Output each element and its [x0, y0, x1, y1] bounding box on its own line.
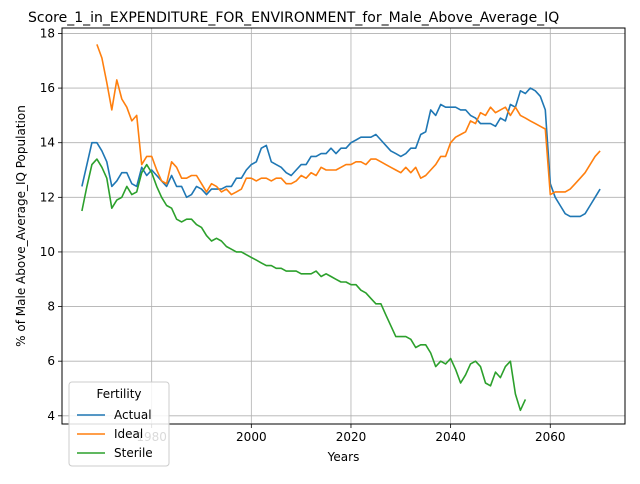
- legend: Fertility Actual Ideal Sterile: [68, 381, 170, 467]
- series-lines: [81, 44, 601, 412]
- x-tick-label: 2000: [236, 430, 267, 444]
- x-tick-label: 2040: [435, 430, 466, 444]
- plot-frame: [61, 27, 626, 425]
- legend-items: Actual Ideal Sterile: [77, 408, 153, 460]
- y-tick-label: 16: [40, 81, 55, 95]
- series-line-sterile: [81, 158, 527, 412]
- legend-box: [68, 381, 170, 467]
- y-tick-label: 6: [47, 354, 55, 368]
- chart-title: Score_1_in_EXPENDITURE_FOR_ENVIRONMENT_f…: [28, 10, 559, 26]
- legend-label-ideal: Ideal: [114, 427, 143, 441]
- legend-title: Fertility: [96, 387, 141, 401]
- x-axis-label: Years: [327, 450, 360, 464]
- y-tick-label: 8: [47, 300, 55, 314]
- x-tick-label: 2060: [535, 430, 566, 444]
- legend-label-actual: Actual: [114, 408, 152, 422]
- x-axis-ticks: 19802000202020402060: [136, 424, 566, 444]
- x-tick-label: 2020: [336, 430, 367, 444]
- y-axis-label: % of Male Above_Average_IQ Population: [14, 105, 28, 347]
- y-tick-label: 4: [47, 409, 55, 423]
- legend-label-sterile: Sterile: [114, 446, 153, 460]
- y-tick-label: 14: [40, 136, 55, 150]
- grid: [62, 28, 625, 424]
- series-line-actual: [81, 87, 601, 218]
- y-axis-ticks: 4 6 8 10 12 14 16 18: [40, 26, 62, 423]
- y-tick-label: 18: [40, 26, 55, 40]
- y-tick-label: 12: [40, 190, 55, 204]
- series-line-ideal: [96, 44, 601, 196]
- y-tick-label: 10: [40, 245, 55, 259]
